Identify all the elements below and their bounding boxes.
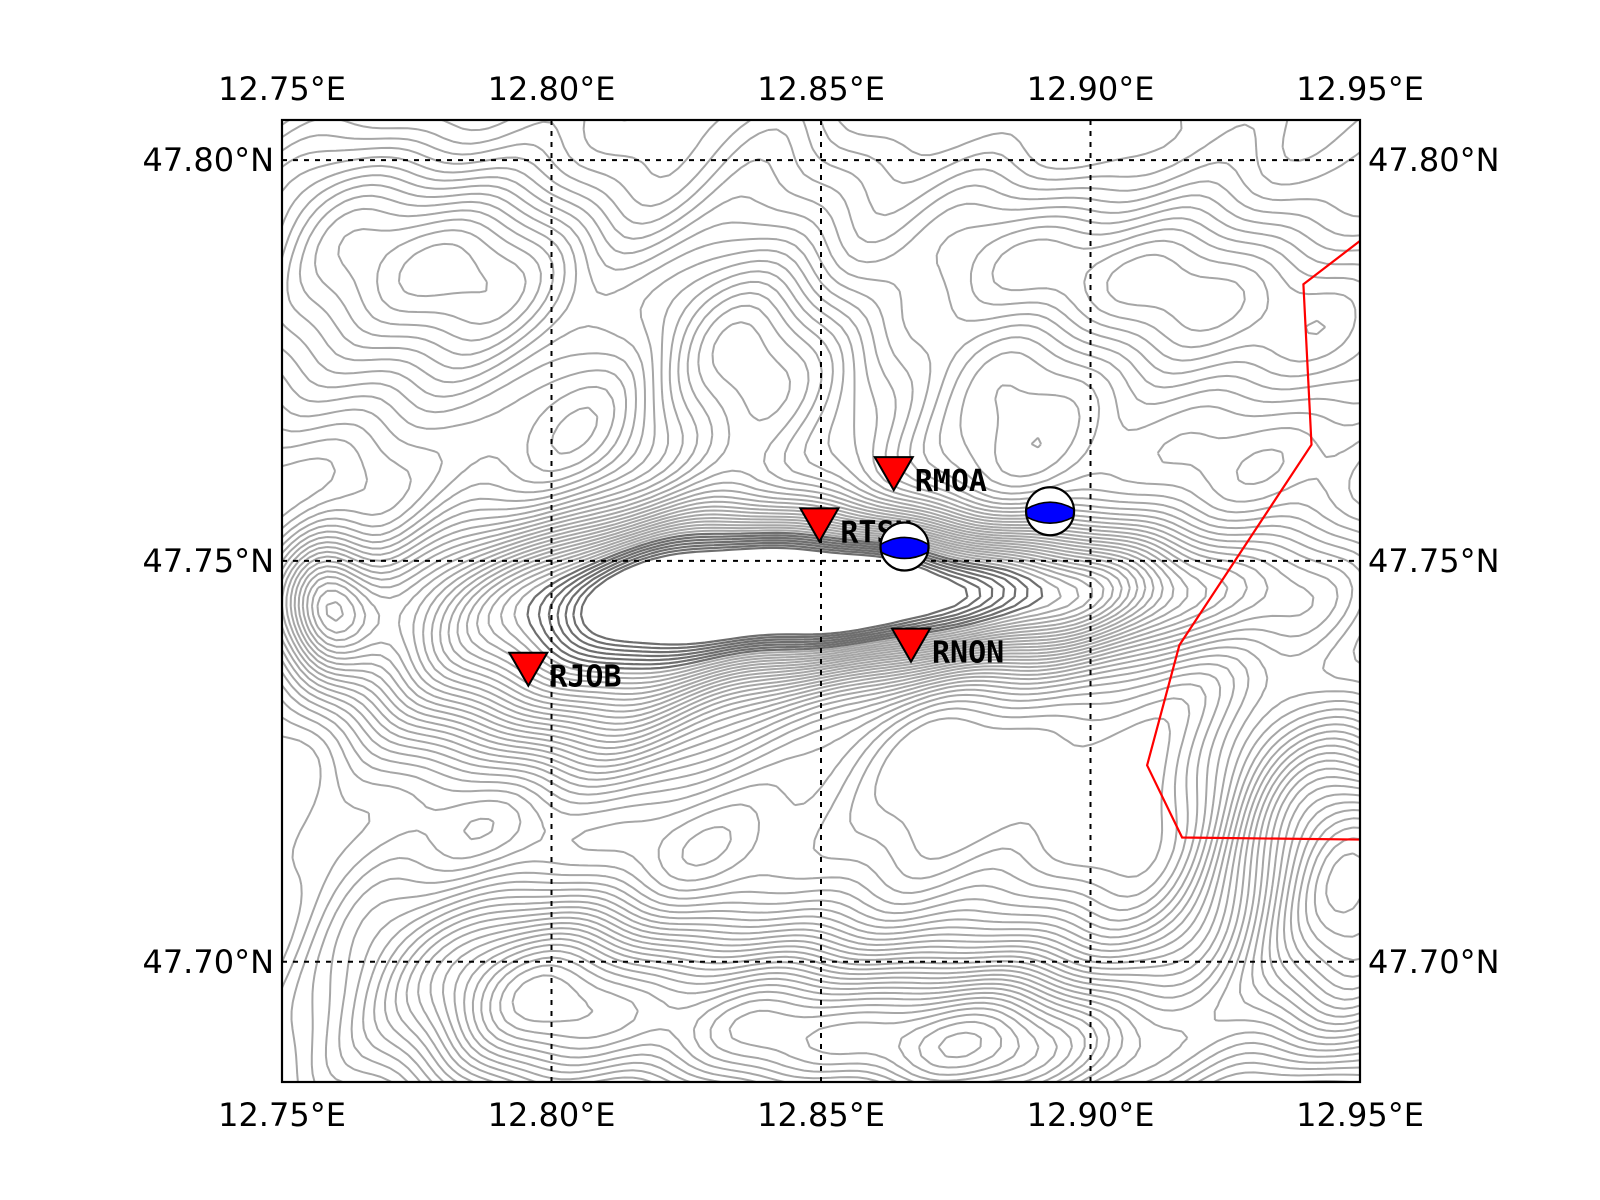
contour-line	[526, 531, 1044, 670]
lon-tick-label-top: 12.90°E	[1027, 70, 1155, 108]
lon-tick-label-top: 12.75°E	[218, 70, 346, 108]
border-line	[1145, 239, 1360, 841]
lat-tick-label-right: 47.80°N	[1368, 141, 1500, 179]
station-rnon: RNON	[890, 627, 1004, 671]
contour-line	[306, 481, 1360, 1082]
contour-line	[293, 229, 1360, 1082]
lat-tick-label-right: 47.70°N	[1368, 943, 1500, 981]
contour-line	[282, 120, 1360, 1082]
topography-contours	[282, 120, 1360, 1082]
contour-line	[465, 517, 1360, 1082]
lon-tick-label-top: 12.80°E	[488, 70, 616, 108]
station-rmoa: RMOA	[873, 456, 987, 499]
contour-line	[487, 523, 1360, 1076]
lat-tick-label-left: 47.70°N	[142, 943, 274, 981]
lon-tick-label-bottom: 12.95°E	[1296, 1096, 1424, 1134]
station-triangle-icon	[890, 627, 932, 664]
lat-tick-label-left: 47.75°N	[142, 542, 274, 580]
station-label: RMOA	[915, 464, 987, 499]
event-1-beachball-icon	[879, 521, 930, 572]
lat-tick-label-left: 47.80°N	[142, 141, 274, 179]
lon-tick-label-bottom: 12.80°E	[488, 1096, 616, 1134]
station-triangle-icon	[873, 456, 915, 493]
lon-tick-label-bottom: 12.90°E	[1027, 1096, 1155, 1134]
graticule	[282, 120, 1360, 1082]
country-border	[1145, 239, 1360, 841]
contour-line	[282, 120, 1360, 1082]
contour-line	[439, 505, 1360, 1082]
tick-labels: 12.75°E 12.75°E 12.80°E 12.80°E 12.85°E 12.85…	[142, 70, 1499, 1134]
contour-line	[316, 495, 1360, 1082]
lat-tick-label-right: 47.75°N	[1368, 542, 1500, 580]
lon-tick-label-bottom: 12.75°E	[218, 1096, 346, 1134]
contour-line	[285, 207, 1360, 1082]
lon-tick-label-top: 12.85°E	[757, 70, 885, 108]
contour-line	[447, 509, 1360, 1082]
station-rjob: RJOB	[507, 651, 622, 695]
contour-line	[282, 156, 1360, 1082]
contour-line	[301, 321, 1360, 1082]
map-frame	[280, 118, 1362, 1084]
contour-line	[282, 183, 1360, 1082]
contour-line	[476, 520, 1360, 1082]
event-beachballs	[879, 486, 1076, 572]
contour-line	[282, 146, 1360, 1082]
station-triangle-icon	[798, 507, 841, 544]
contour-line	[325, 500, 1360, 1082]
contour-line	[297, 242, 1360, 1082]
lon-tick-label-bottom: 12.85°E	[757, 1096, 885, 1134]
station-triangle-icon	[507, 651, 550, 688]
station-label: RNON	[932, 636, 1004, 671]
contour-line	[456, 513, 1360, 1082]
lon-tick-label-top: 12.95°E	[1296, 70, 1424, 108]
contour-line	[311, 489, 1360, 1082]
contour-line	[282, 128, 1360, 1082]
station-label: RJOB	[549, 660, 621, 695]
event-2-beachball-icon	[1024, 486, 1076, 537]
contour-line	[282, 174, 1360, 1082]
contour-line	[499, 526, 1360, 1069]
contour-line	[282, 194, 1360, 1082]
